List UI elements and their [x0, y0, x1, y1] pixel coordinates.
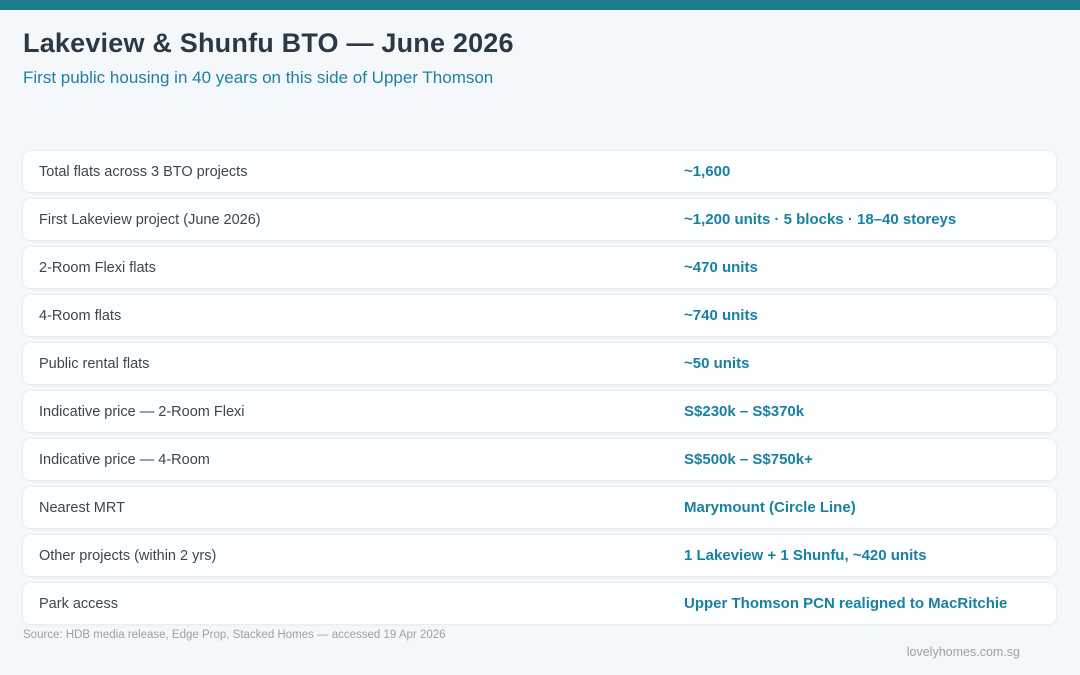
row-label: Nearest MRT — [39, 499, 125, 516]
row-label: Total flats across 3 BTO projects — [39, 163, 248, 180]
row-label: Park access — [39, 595, 118, 612]
row-value: S$500k – S$750k+ — [684, 451, 813, 468]
row-value: 1 Lakeview + 1 Shunfu, ~420 units — [684, 547, 927, 564]
table-row: Park access Upper Thomson PCN realigned … — [22, 582, 1057, 625]
row-value: ~470 units — [684, 259, 758, 276]
table-row: Indicative price — 4-Room S$500k – S$750… — [22, 438, 1057, 481]
table-row: First Lakeview project (June 2026) ~1,20… — [22, 198, 1057, 241]
table-row: 4-Room flats ~740 units — [22, 294, 1057, 337]
row-label: Public rental flats — [39, 355, 150, 372]
table-row: Indicative price — 2-Room Flexi S$230k –… — [22, 390, 1057, 433]
row-value: ~740 units — [684, 307, 758, 324]
row-label: 4-Room flats — [39, 307, 122, 324]
table-row: Other projects (within 2 yrs) 1 Lakeview… — [22, 534, 1057, 577]
table-row: 2-Room Flexi flats ~470 units — [22, 246, 1057, 289]
page-subtitle: First public housing in 40 years on this… — [23, 68, 494, 87]
row-label: 2-Room Flexi flats — [39, 259, 156, 276]
row-value: Marymount (Circle Line) — [684, 499, 856, 516]
row-label: First Lakeview project (June 2026) — [39, 211, 261, 228]
row-value: Upper Thomson PCN realigned to MacRitchi… — [684, 595, 1008, 612]
fact-table: Total flats across 3 BTO projects ~1,600… — [22, 150, 1057, 630]
page-title: Lakeview & Shunfu BTO — June 2026 — [23, 28, 514, 58]
row-label: Other projects (within 2 yrs) — [39, 547, 217, 564]
table-row: Public rental flats ~50 units — [22, 342, 1057, 385]
header: Lakeview & Shunfu BTO — June 2026 First … — [23, 28, 1057, 88]
row-value: S$230k – S$370k — [684, 403, 805, 420]
row-value: ~50 units — [684, 355, 750, 372]
row-label: Indicative price — 2-Room Flexi — [39, 403, 245, 420]
table-row: Nearest MRT Marymount (Circle Line) — [22, 486, 1057, 529]
site-credit: lovelyhomes.com.sg — [906, 645, 1020, 659]
row-value: ~1,200 units · 5 blocks · 18–40 storeys — [684, 211, 957, 228]
table-row: Total flats across 3 BTO projects ~1,600 — [22, 150, 1057, 193]
top-accent-bar — [0, 0, 1080, 10]
row-label: Indicative price — 4-Room — [39, 451, 210, 468]
row-value: ~1,600 — [684, 163, 731, 180]
source-note: Source: HDB media release, Edge Prop, St… — [23, 629, 446, 641]
